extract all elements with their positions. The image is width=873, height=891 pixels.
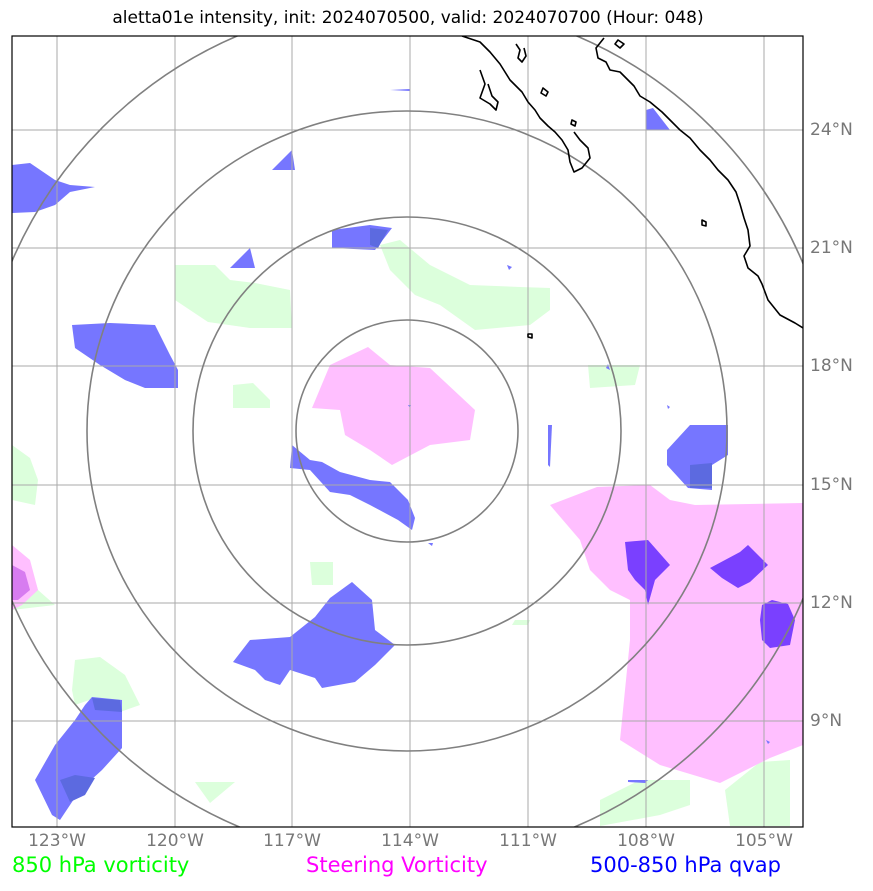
lat-label-21n: 21°N	[810, 238, 853, 258]
coastline	[461, 36, 803, 339]
lat-label-15n: 15°N	[810, 475, 853, 495]
plot-frame	[11, 35, 804, 828]
lon-label-123w: 123°W	[28, 831, 86, 851]
plot-area	[12, 36, 803, 827]
lat-label-12n: 12°N	[810, 593, 853, 613]
steering-vorticity-fill	[12, 347, 803, 783]
lon-label-111w: 111°W	[499, 831, 557, 851]
lon-label-117w: 117°W	[263, 831, 321, 851]
range-rings	[12, 36, 803, 827]
qvap-vorticity-overlap	[60, 228, 712, 802]
lon-label-108w: 108°W	[617, 831, 675, 851]
qvap-steering-edge	[12, 565, 30, 600]
lon-label-120w: 120°W	[146, 831, 204, 851]
legend-steering-vorticity: Steering Vorticity	[306, 853, 488, 877]
lat-label-24n: 24°N	[810, 120, 853, 140]
qvap-steering-overlap	[625, 540, 795, 648]
legend-vorticity-850: 850 hPa vorticity	[12, 853, 190, 877]
lat-label-9n: 9°N	[810, 711, 843, 731]
lat-label-18n: 18°N	[810, 356, 853, 376]
legend-qvap: 500-850 hPa qvap	[590, 853, 781, 877]
lon-label-105w: 105°W	[735, 831, 793, 851]
map-title: aletta01e intensity, init: 2024070500, v…	[112, 8, 704, 28]
gridlines	[12, 36, 803, 827]
lon-label-114w: 114°W	[381, 831, 439, 851]
